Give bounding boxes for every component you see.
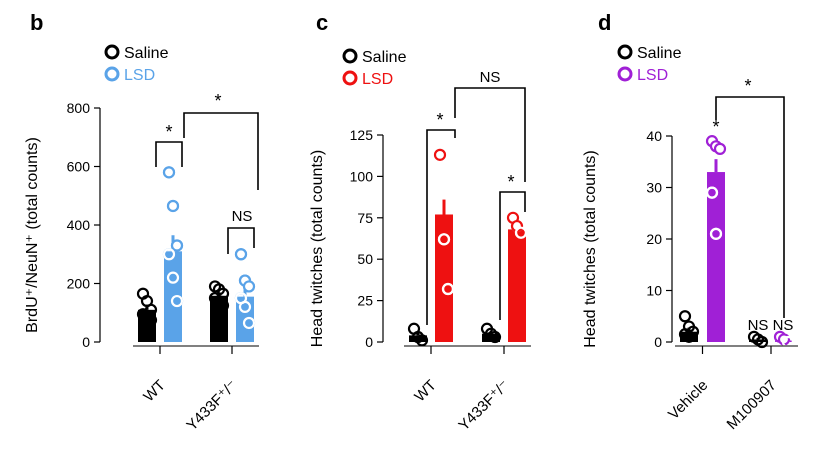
y-tick-label: 0 bbox=[82, 334, 90, 350]
data-point-lsd bbox=[238, 300, 252, 313]
significance-bracket bbox=[227, 227, 255, 254]
data-point bbox=[144, 313, 158, 327]
legend-label-saline: Saline bbox=[637, 45, 682, 62]
data-point-lsd bbox=[166, 271, 180, 284]
significance-label: NS bbox=[748, 317, 769, 334]
legend-label-saline: Saline bbox=[362, 49, 407, 66]
significance-label: * bbox=[712, 117, 719, 137]
significance-bracket bbox=[426, 129, 456, 325]
data-point-lsd bbox=[709, 227, 723, 240]
legend-marker-lsd bbox=[342, 70, 358, 86]
legend-marker-saline bbox=[617, 44, 633, 60]
panel-b: b Saline LSD 0 200 400 600 800 BrdU⁺/NeuN⁺ (tota… bbox=[24, 10, 259, 434]
y-tick-label: 800 bbox=[67, 100, 91, 116]
significance-bracket bbox=[499, 191, 526, 320]
x-category-label: Y433F⁺/⁻ bbox=[455, 377, 512, 434]
x-category-label: Vehicle bbox=[665, 377, 711, 423]
significance-label: * bbox=[436, 110, 443, 130]
data-point-lsd bbox=[441, 282, 455, 296]
y-tick-label: 100 bbox=[350, 168, 374, 184]
y-tick-label: 50 bbox=[357, 251, 373, 267]
data-point-lsd bbox=[705, 186, 719, 199]
x-category-label: WT bbox=[411, 377, 440, 406]
legend-label-lsd: LSD bbox=[124, 67, 155, 84]
data-point-lsd bbox=[162, 248, 176, 261]
data-point-lsd bbox=[166, 199, 180, 213]
y-tick-label: 0 bbox=[365, 334, 373, 350]
legend-label-lsd: LSD bbox=[637, 67, 668, 84]
significance-label: NS bbox=[232, 208, 253, 225]
legend-label-lsd: LSD bbox=[362, 71, 393, 88]
legend-marker-saline bbox=[342, 48, 358, 64]
data-point bbox=[755, 335, 769, 349]
data-point bbox=[682, 330, 696, 343]
significance-label: * bbox=[165, 122, 172, 142]
data-point-lsd bbox=[242, 280, 256, 293]
data-point-lsd bbox=[170, 294, 184, 308]
data-point bbox=[216, 299, 230, 312]
y-axis-label: Head twitches (total counts) bbox=[582, 150, 599, 347]
panel-c: c Saline LSD 0 25 50 75 100 125 Head twitches (to… bbox=[309, 10, 531, 434]
significance-bracket bbox=[454, 87, 526, 182]
panel-label: c bbox=[316, 10, 328, 35]
data-point-lsd bbox=[781, 335, 795, 349]
significance-bracket bbox=[715, 96, 785, 318]
data-point-lsd bbox=[162, 166, 176, 179]
data-point-lsd bbox=[170, 239, 184, 252]
significance-bracket bbox=[155, 141, 183, 167]
y-tick-label: 30 bbox=[646, 180, 662, 196]
y-tick-label: 400 bbox=[67, 217, 91, 233]
significance-label: * bbox=[744, 76, 751, 96]
data-point-lsd bbox=[242, 316, 256, 330]
y-tick-label: 10 bbox=[646, 283, 662, 299]
data-point-lsd bbox=[437, 233, 451, 246]
y-tick-label: 0 bbox=[654, 334, 662, 350]
y-axis-label: Head twitches (total counts) bbox=[309, 150, 326, 347]
bar-lsd bbox=[435, 214, 453, 342]
data-point-lsd bbox=[234, 248, 248, 261]
y-tick-label: 200 bbox=[67, 276, 91, 292]
legend-label-saline: Saline bbox=[124, 45, 169, 62]
x-category-label: WT bbox=[140, 377, 169, 406]
data-point bbox=[678, 310, 692, 323]
significance-bracket bbox=[183, 112, 259, 190]
legend-marker-saline bbox=[104, 44, 120, 60]
data-point-lsd bbox=[433, 148, 447, 161]
significance-label: * bbox=[214, 91, 221, 111]
panel-d: d Saline LSD 0 10 20 30 40 Head twitches (total … bbox=[582, 10, 798, 433]
legend-marker-lsd bbox=[104, 66, 120, 82]
bar-lsd bbox=[508, 229, 526, 342]
panel-label: d bbox=[598, 10, 611, 35]
data-point bbox=[488, 330, 502, 344]
y-tick-label: 75 bbox=[357, 210, 373, 226]
x-category-label: M100907 bbox=[724, 377, 780, 433]
bar-saline bbox=[210, 295, 228, 342]
y-tick-label: 125 bbox=[350, 127, 374, 143]
data-point-lsd bbox=[514, 226, 528, 239]
bar-lsd bbox=[707, 172, 725, 342]
significance-label: NS bbox=[773, 317, 794, 334]
data-point bbox=[415, 334, 429, 347]
data-point-lsd bbox=[713, 142, 727, 155]
y-tick-label: 40 bbox=[646, 128, 662, 144]
y-tick-label: 25 bbox=[357, 293, 373, 309]
x-category-label: Y433F⁺/⁻ bbox=[183, 377, 240, 434]
significance-label: NS bbox=[480, 69, 501, 86]
y-tick-label: 20 bbox=[646, 231, 662, 247]
y-axis-label: BrdU⁺/NeuN⁺ (total counts) bbox=[24, 137, 41, 333]
panel-label: b bbox=[30, 10, 43, 35]
legend-marker-lsd bbox=[617, 66, 633, 82]
y-tick-label: 600 bbox=[67, 159, 91, 175]
significance-label: * bbox=[507, 172, 514, 192]
